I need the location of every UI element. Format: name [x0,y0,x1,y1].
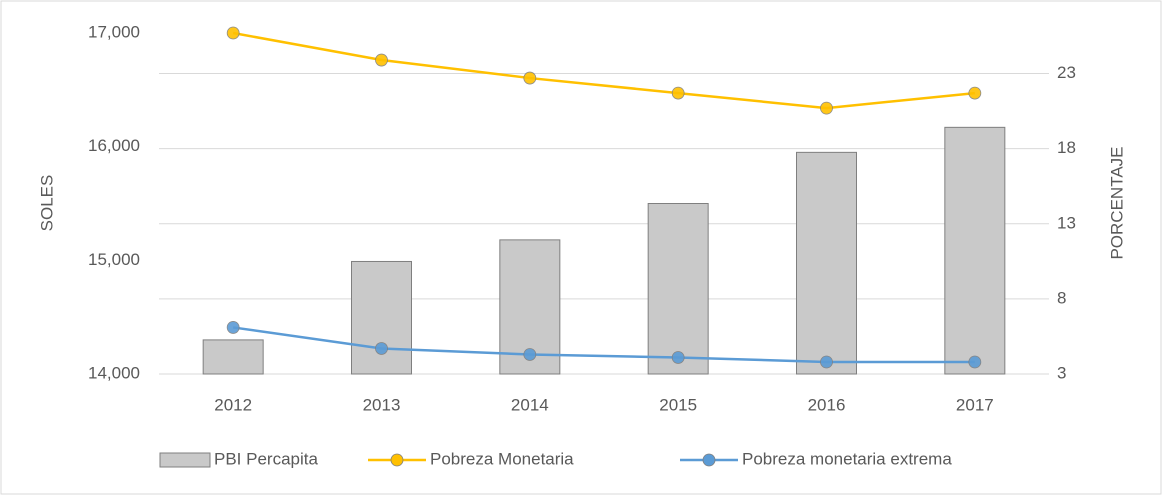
point [375,53,388,67]
bar [202,339,264,375]
point [226,26,240,40]
point [375,342,388,355]
point [968,355,982,369]
y-axis-label: SOLES [37,175,56,232]
point [671,86,685,100]
y2-tick-label: 8 [1057,288,1066,307]
y-tick-label: 14,000 [88,363,140,382]
point [226,321,240,334]
y-tick-label: 17,000 [88,22,140,41]
line [232,326,975,364]
legend-marker [390,453,404,467]
point [820,355,833,369]
point [523,348,537,361]
legend-label: PBI Percapita [214,449,318,468]
point [671,351,685,364]
point [820,101,833,115]
y2-tick-label: 23 [1057,63,1076,82]
line [232,31,975,110]
point [523,71,537,85]
x-tick-label: 2012 [214,395,252,414]
bar [647,203,709,375]
y2-tick-label: 13 [1057,213,1076,232]
y-tick-label: 15,000 [88,250,140,269]
legend-label: Pobreza Monetaria [430,449,574,468]
x-tick-label: 2016 [808,395,846,414]
bar [351,260,412,375]
bar [944,126,1006,375]
x-tick-label: 2014 [511,395,549,414]
y2-tick-label: 3 [1057,363,1066,382]
x-tick-label: 2015 [659,395,697,414]
y-tick-label: 16,000 [88,136,140,155]
y2-axis-label: PORCENTAJE [1107,146,1126,259]
legend-label: Pobreza monetaria extrema [742,449,952,468]
x-tick-label: 2013 [363,395,401,414]
bar [796,151,857,375]
point [968,86,982,100]
legend-swatch [159,452,211,468]
legend-marker [702,453,716,467]
x-tick-label: 2017 [956,395,994,414]
y2-tick-label: 18 [1057,138,1076,157]
